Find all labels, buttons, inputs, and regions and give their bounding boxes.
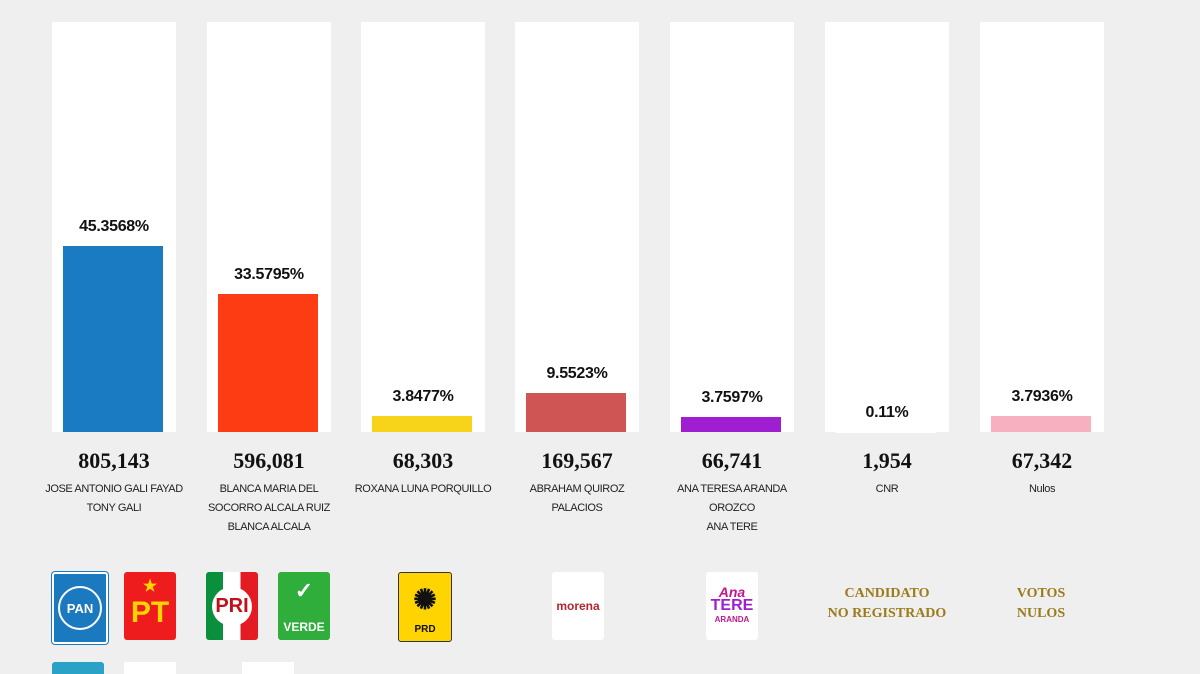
bar-pct-label-3: 3.8477% <box>392 388 454 406</box>
candidate-name-line: TONY GALI <box>86 502 142 514</box>
candidate-name-6: CNR <box>802 480 972 499</box>
bar-pct-label-4: 9.5523% <box>546 364 608 382</box>
verde-logo: ✓ VERDE <box>278 572 330 640</box>
candidate-name-3: ROXANA LUNA PORQUILLO <box>338 480 508 499</box>
bar-column-3: 3.8477% <box>361 22 485 432</box>
bar-pct-label-2: 33.5795% <box>234 266 304 284</box>
bar-5 <box>681 416 781 432</box>
star-icon: ★ <box>142 578 158 595</box>
vote-count-1: 805,143 <box>78 448 150 473</box>
bar-pct-label-1: 45.3568% <box>79 218 149 236</box>
partial-logo-3 <box>242 662 294 674</box>
anatere-logo-tere: TERE <box>710 597 754 614</box>
partial-logo-1 <box>52 662 104 674</box>
morena-logo-text: morena <box>556 599 600 613</box>
toucan-icon: ✓ <box>294 578 314 603</box>
pt-logo-text: PT <box>130 596 170 629</box>
anatere-logo: Ana TERE ARANDA <box>706 572 758 640</box>
pan-logo-text: PAN <box>66 600 94 616</box>
bar-pct-label-6: 0.11% <box>865 403 909 421</box>
bar-pct-label-7: 3.7936% <box>1011 388 1073 406</box>
prd-logo-text: PRD <box>414 624 436 635</box>
vote-count-4: 169,567 <box>541 448 613 473</box>
pri-logo: PRI <box>206 572 258 640</box>
bar-4 <box>526 392 626 432</box>
bar-column-5: 3.7597% <box>670 22 794 432</box>
sun-icon: ✺ <box>413 584 437 615</box>
bar-3 <box>372 416 472 432</box>
candidate-name-line: ABRAHAM QUIROZ <box>529 483 625 495</box>
partial-logo-2 <box>124 662 176 674</box>
candidate-name-line: ANA TERE <box>706 521 758 533</box>
candidate-name-line: JOSE ANTONIO GALI FAYAD <box>45 483 183 495</box>
cnr-logo: CANDIDATO NO REGISTRADO <box>812 584 962 624</box>
candidate-name-line: BLANCA MARIA DEL <box>219 483 319 495</box>
candidate-name-line: ANA TERESA ARANDA <box>677 483 787 495</box>
bar-pct-label-5: 3.7597% <box>701 388 763 406</box>
nulos-logo: VOTOS NULOS <box>966 584 1116 624</box>
anatere-logo-ana: Ana <box>718 584 746 600</box>
morena-logo: morena <box>552 572 604 640</box>
candidate-name-line: BLANCA ALCALA <box>227 521 311 533</box>
bar-2 <box>218 294 318 432</box>
bar-1 <box>63 246 163 432</box>
candidate-name-7: Nulos <box>957 480 1127 499</box>
bar-column-4: 9.5523% <box>515 22 639 432</box>
bar-column-1: 45.3568% <box>52 22 176 432</box>
vote-count-6: 1,954 <box>862 448 912 473</box>
bar-7 <box>991 416 1091 432</box>
vote-count-2: 596,081 <box>233 448 305 473</box>
candidate-name-line: SOCORRO ALCALA RUIZ <box>208 502 330 514</box>
candidate-name-line: PALACIOS <box>551 502 603 514</box>
vote-count-3: 68,303 <box>392 448 454 473</box>
pt-logo: ★ PT <box>124 572 176 640</box>
candidate-name-line: CNR <box>875 483 899 495</box>
verde-logo-text: VERDE <box>283 620 325 634</box>
candidate-name-1: JOSE ANTONIO GALI FAYAD TONY GALI <box>29 480 199 518</box>
cnr-logo-line-1: CANDIDATO <box>844 586 930 601</box>
prd-logo: ✺ PRD <box>398 572 452 642</box>
candidate-name-line: ROXANA LUNA PORQUILLO <box>354 483 492 495</box>
bar-column-7: 3.7936% <box>980 22 1104 432</box>
bar-column-2: 33.5795% <box>207 22 331 432</box>
bar-column-6: 0.11% <box>825 22 949 432</box>
candidate-name-2: BLANCA MARIA DEL SOCORRO ALCALA RUIZ BLANC… <box>184 480 354 537</box>
candidate-name-line: Nulos <box>1028 483 1056 495</box>
pri-logo-text: PRI <box>212 586 252 626</box>
candidate-name-line: OROZCO <box>709 502 755 514</box>
pan-logo: PAN <box>52 572 108 644</box>
candidate-name-4: ABRAHAM QUIROZ PALACIOS <box>492 480 662 518</box>
nulos-logo-line-2: NULOS <box>1016 606 1066 621</box>
anatere-logo-aranda: ARANDA <box>714 615 750 624</box>
cnr-logo-line-2: NO REGISTRADO <box>827 606 947 621</box>
nulos-logo-line-1: VOTOS <box>1016 586 1066 601</box>
vote-count-5: 66,741 <box>701 448 763 473</box>
vote-count-7: 67,342 <box>1011 448 1073 473</box>
candidate-name-5: ANA TERESA ARANDA OROZCO ANA TERE <box>647 480 817 537</box>
